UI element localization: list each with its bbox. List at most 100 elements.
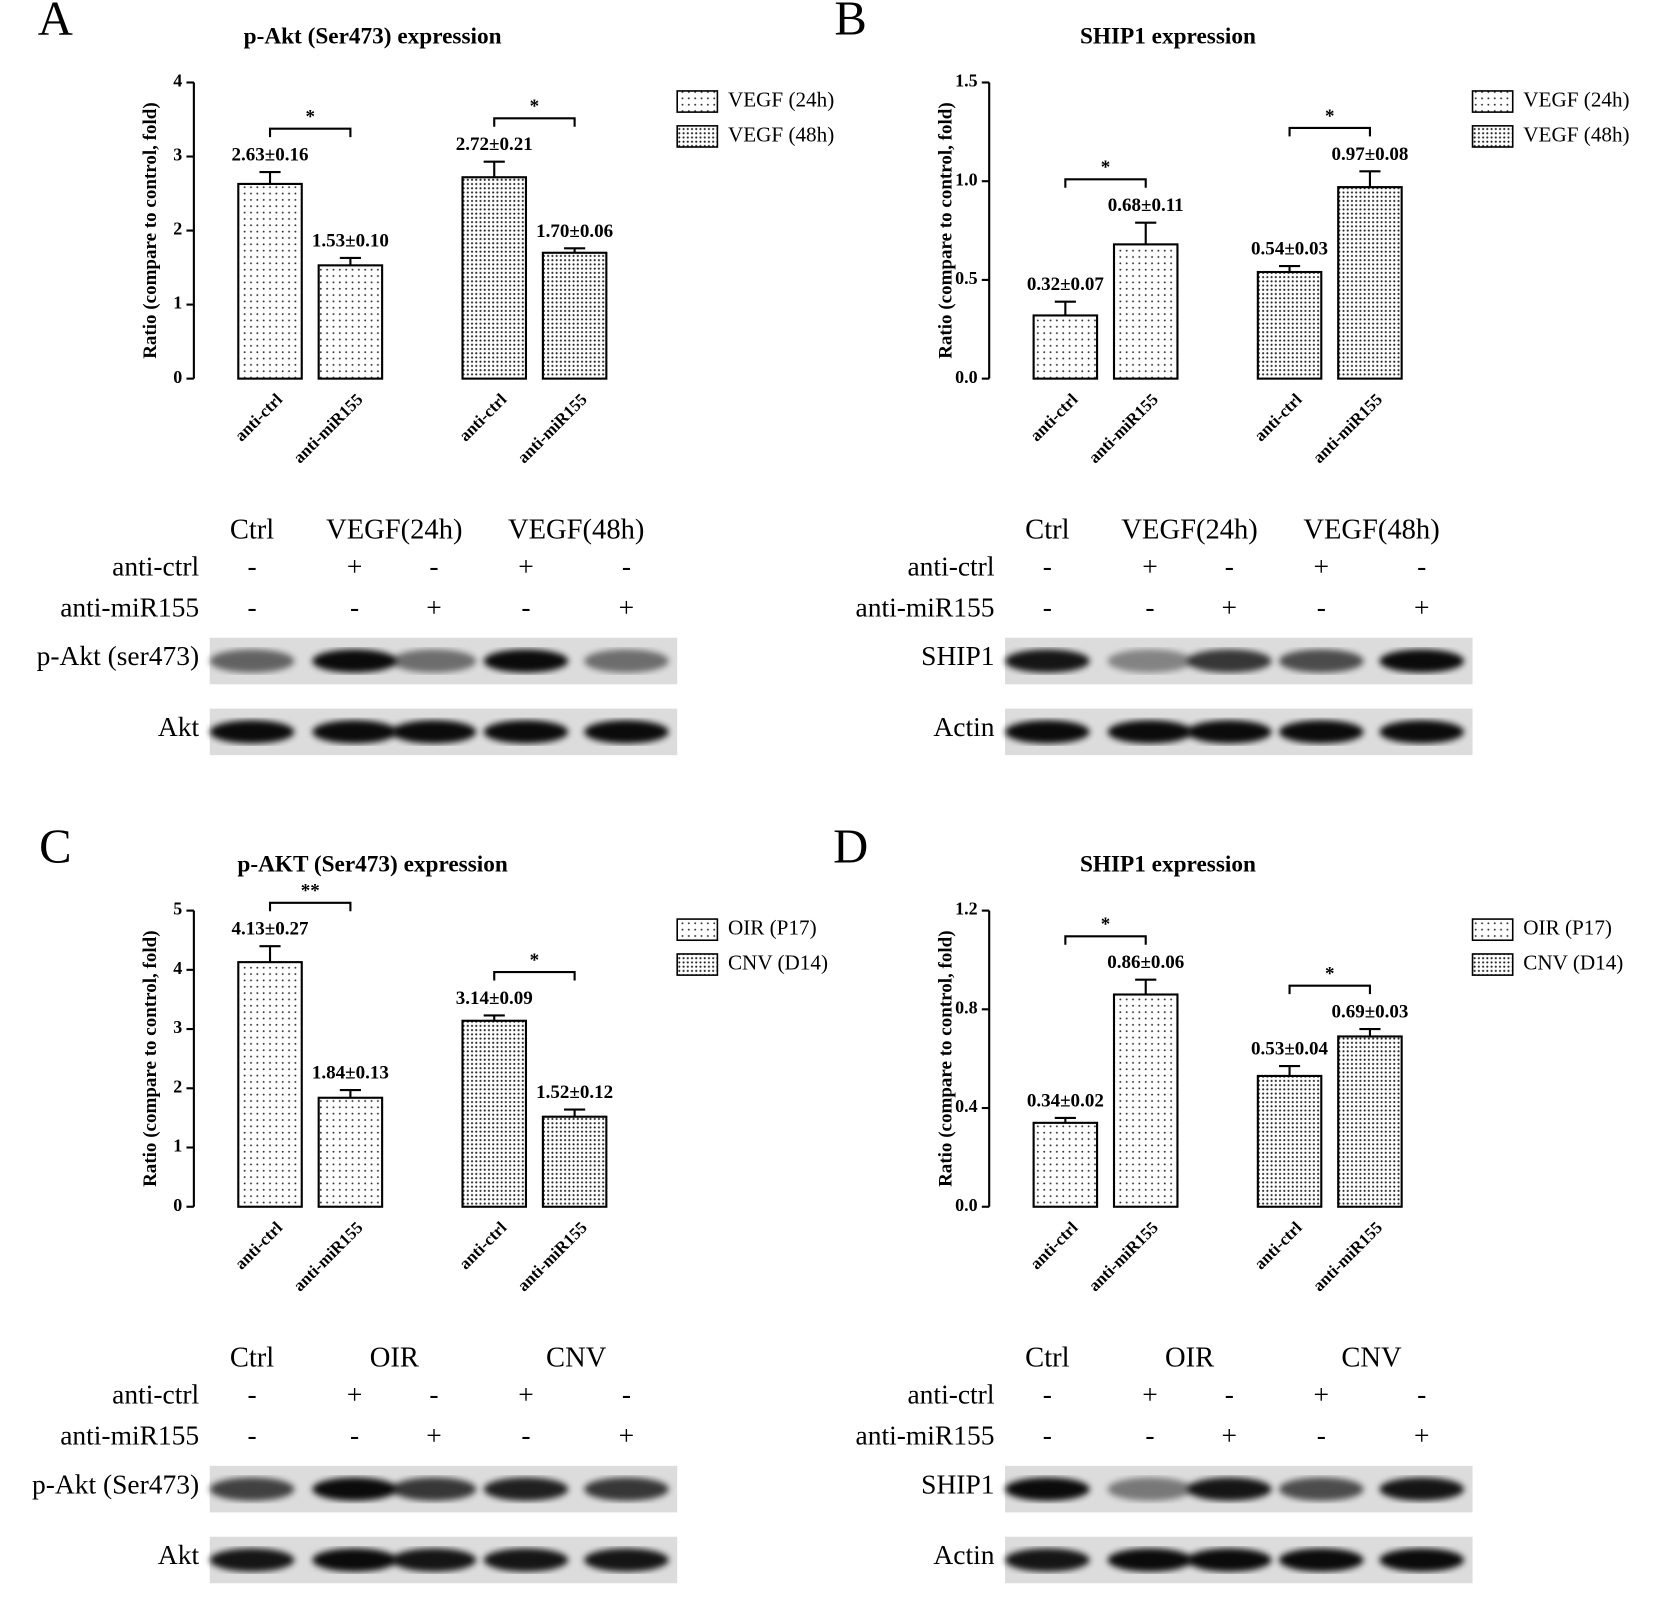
blot-sign: -	[1417, 1379, 1426, 1409]
blot-band	[483, 649, 569, 673]
blot-row-label: anti-ctrl	[112, 1379, 199, 1409]
blot-sign: -	[1145, 1421, 1154, 1451]
bar	[1032, 314, 1099, 380]
blot-band-label: SHIP1	[921, 1469, 994, 1499]
blot-band	[1186, 720, 1272, 744]
legend-label: CNV (D14)	[728, 950, 828, 974]
x-tick-label: anti-ctrl	[1250, 1218, 1305, 1273]
chart-title: SHIP1 expression	[1080, 852, 1256, 878]
chart-title: p-Akt (Ser473) expression	[244, 23, 502, 49]
blot-sign: -	[622, 1379, 631, 1409]
error-bar	[483, 160, 505, 178]
bar	[1032, 1121, 1099, 1208]
blot-band	[391, 1477, 477, 1501]
blot-column-header: OIR	[370, 1343, 419, 1374]
blot-sign: -	[521, 1421, 530, 1451]
bar	[1112, 243, 1179, 380]
legend-swatch	[1471, 953, 1514, 976]
blot-sign: +	[619, 593, 635, 623]
blot-row-label: anti-miR155	[856, 593, 995, 623]
blot-row-label: anti-miR155	[856, 1421, 995, 1451]
blot-column-header: Ctrl	[230, 1343, 274, 1374]
legend-swatch	[676, 125, 719, 148]
blot-band	[391, 720, 477, 744]
blot-band	[1005, 1477, 1090, 1501]
error-bar	[1278, 265, 1301, 273]
x-tick-label: anti-ctrl	[1026, 390, 1081, 445]
blot-column-header: OIR	[1165, 1343, 1214, 1374]
blot-band	[1107, 720, 1193, 744]
blot-band	[1005, 1548, 1090, 1572]
chart-title: p-AKT (Ser473) expression	[237, 852, 507, 878]
legend-label: VEGF (48h)	[728, 122, 834, 146]
y-tick-label: 0	[173, 1195, 182, 1215]
bar	[1337, 186, 1403, 380]
significance-label: *	[530, 96, 540, 117]
y-tick-label: 5	[173, 899, 182, 919]
panel-label: A	[38, 0, 73, 45]
blot-sign: +	[1142, 551, 1158, 581]
blot-band	[483, 720, 569, 744]
significance-label: *	[1101, 157, 1111, 178]
bar	[1337, 1035, 1403, 1208]
blot-band	[1379, 720, 1465, 744]
x-tick-label: anti-ctrl	[455, 390, 510, 445]
x-tick-label: anti-ctrl	[231, 390, 286, 445]
legend-label: OIR (P17)	[1523, 916, 1612, 940]
blot-column-header: Ctrl	[1025, 515, 1069, 546]
x-tick-label: anti-miR155	[1085, 390, 1162, 467]
value-label: 0.54±0.03	[1251, 239, 1328, 260]
blot-sign: +	[1414, 593, 1430, 623]
y-tick-label: 1.0	[955, 169, 977, 189]
blot-column-header: Ctrl	[230, 515, 274, 546]
blot-band	[1107, 1477, 1193, 1501]
blot-band	[312, 1548, 397, 1572]
blot-band	[1005, 720, 1090, 744]
legend-swatch	[1471, 918, 1514, 942]
blot-band	[1278, 1548, 1364, 1572]
value-label: 1.53±0.10	[312, 230, 389, 251]
y-axis-label: Ratio (compare to control, fold)	[935, 102, 956, 359]
error-bar	[1054, 1116, 1076, 1123]
x-tick-label: anti-ctrl	[455, 1218, 510, 1273]
value-label: 0.53±0.04	[1251, 1039, 1328, 1060]
x-tick-label: anti-ctrl	[1026, 1218, 1081, 1273]
error-bar	[1135, 978, 1157, 995]
blot-sign: -	[1317, 593, 1326, 623]
blot-band	[584, 720, 669, 744]
blot-sign: +	[347, 551, 363, 581]
blot-column-header: CNV	[1341, 1343, 1402, 1374]
blot-band-label: p-Akt (ser473)	[37, 641, 200, 671]
panel-label: D	[833, 820, 868, 874]
error-bar	[1359, 1028, 1381, 1037]
x-tick-label: anti-miR155	[1309, 390, 1386, 467]
legend-swatch	[676, 918, 719, 942]
bar	[317, 1096, 384, 1208]
blot-band	[1379, 649, 1465, 673]
blot-row-label: anti-ctrl	[907, 551, 994, 581]
blot-sign: -	[1145, 593, 1154, 623]
y-axis-label: Ratio (compare to control, fold)	[140, 930, 161, 1186]
bar	[541, 251, 608, 380]
blot-sign: -	[247, 1421, 256, 1451]
blot-band	[1278, 649, 1364, 673]
blot-sign: +	[518, 1379, 534, 1409]
y-axis-label: Ratio (compare to control, fold)	[140, 102, 161, 359]
blot-column-header: Ctrl	[1025, 1343, 1069, 1374]
blot-sign: -	[429, 551, 438, 581]
value-label: 2.72±0.21	[456, 134, 533, 155]
blot-band	[1107, 649, 1193, 673]
blot-sign: +	[1222, 1421, 1238, 1451]
blot-sign: -	[350, 1421, 359, 1451]
y-tick-label: 2	[173, 219, 182, 239]
significance-label: *	[530, 950, 540, 971]
significance-label: *	[305, 107, 315, 128]
legend-swatch	[1471, 90, 1514, 113]
value-label: 2.63±0.16	[232, 145, 309, 166]
legend-label: VEGF (24h)	[1523, 87, 1629, 111]
blot-band	[312, 720, 397, 744]
blot-sign: +	[1142, 1379, 1158, 1409]
blot-band	[1278, 1477, 1364, 1501]
